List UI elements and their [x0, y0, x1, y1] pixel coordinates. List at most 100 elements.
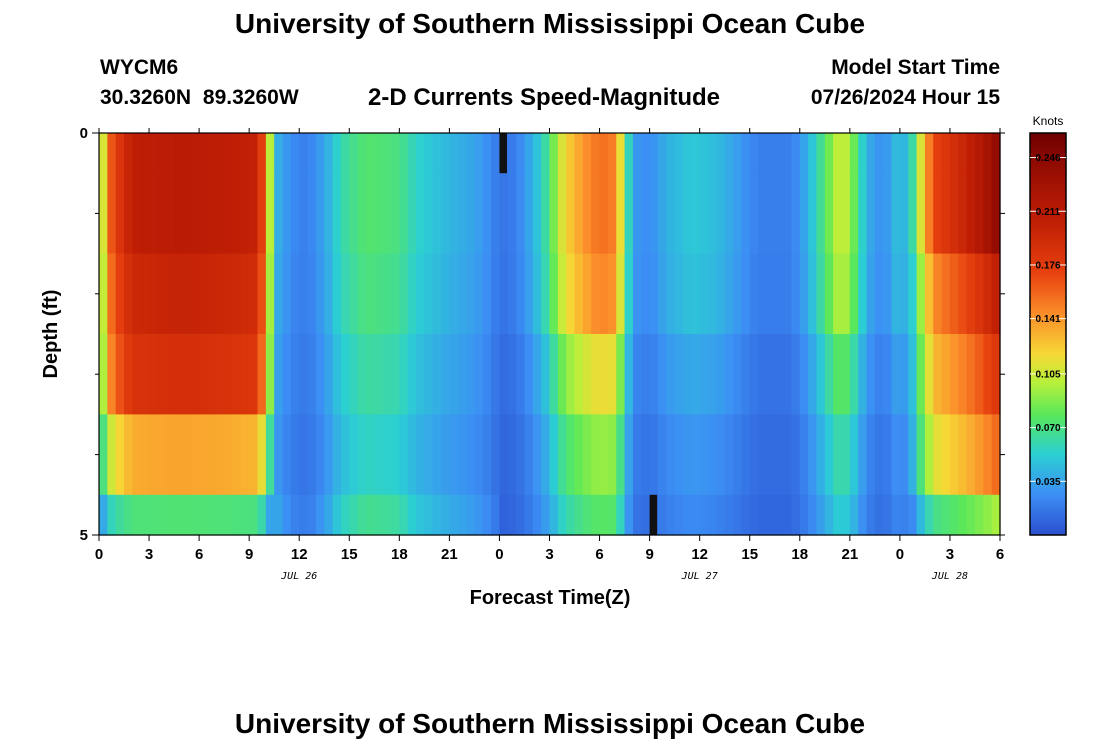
heatmap-cell	[674, 133, 684, 174]
heatmap-cell	[616, 173, 626, 255]
heatmap-cell	[340, 133, 350, 174]
heatmap-cell	[983, 414, 993, 496]
heatmap-cell	[933, 133, 943, 174]
heatmap-cell	[215, 334, 225, 415]
heatmap-cell	[733, 334, 742, 415]
heatmap-cell	[708, 253, 717, 335]
heatmap-cell	[532, 494, 542, 536]
heatmap-cell	[649, 334, 659, 415]
heatmap-cell	[974, 133, 984, 174]
heatmap-cell	[991, 133, 1001, 174]
heatmap-cell	[299, 173, 309, 255]
heatmap-cell	[357, 133, 367, 174]
heatmap-cell	[691, 414, 701, 496]
heatmap-cell	[666, 173, 676, 255]
heatmap-cell	[516, 334, 526, 415]
heatmap-cell	[858, 133, 868, 174]
heatmap-cell	[582, 173, 592, 255]
heatmap-cell	[791, 173, 801, 255]
heatmap-cell	[290, 253, 300, 335]
heatmap-cell	[416, 253, 425, 335]
heatmap-cell	[115, 253, 125, 335]
heatmap-cell	[733, 173, 742, 255]
heatmap-cell	[741, 334, 751, 415]
heatmap-cell	[315, 173, 325, 255]
heatmap-cell	[691, 334, 701, 415]
heatmap-cell	[741, 133, 751, 174]
heatmap-cell	[482, 494, 492, 536]
heatmap-cell	[833, 133, 843, 174]
heatmap-cell	[841, 173, 851, 255]
heatmap-cell	[282, 494, 292, 536]
heatmap-cell	[382, 414, 392, 496]
heatmap-cell	[132, 253, 142, 335]
heatmap-cell	[724, 133, 734, 174]
heatmap-cell	[749, 133, 759, 174]
heatmap-cell	[657, 133, 667, 174]
heatmap-cell	[224, 414, 234, 496]
heatmap-cell	[174, 173, 184, 255]
heatmap-cell	[290, 133, 300, 174]
heatmap-cell	[949, 173, 959, 255]
heatmap-cell	[991, 173, 1001, 255]
heatmap-cell	[390, 133, 400, 174]
heatmap-cell	[324, 334, 334, 415]
heatmap-cell	[382, 173, 392, 255]
heatmap-cell	[607, 494, 617, 536]
heatmap-cell	[207, 173, 217, 255]
heatmap-cell	[340, 334, 350, 415]
heatmap-cell	[616, 133, 626, 174]
x-tick-label: 18	[391, 546, 408, 563]
heatmap-cell	[607, 334, 617, 415]
heatmap-cell	[174, 253, 184, 335]
heatmap-cell	[157, 253, 167, 335]
heatmap-cell	[215, 494, 225, 536]
heatmap-cell	[424, 494, 434, 536]
heatmap-cell	[808, 133, 818, 174]
heatmap-cell	[107, 253, 117, 335]
heatmap-cell	[724, 173, 734, 255]
heatmap-cell	[215, 414, 225, 496]
heatmap-cell	[958, 173, 968, 255]
heatmap-cell	[549, 173, 559, 255]
heatmap-cell	[716, 334, 726, 415]
heatmap-cell	[933, 414, 943, 496]
heatmap-cell	[666, 494, 676, 536]
heatmap-cell	[649, 253, 659, 335]
heatmap-cell	[340, 494, 350, 536]
heatmap-cell	[449, 494, 459, 536]
heatmap-cell	[566, 494, 576, 536]
heatmap-cell	[224, 173, 234, 255]
heatmap-chart: 0 3 6 9 12 15 18 21 0 3 6 9 12 15 18 21 0 3 6 JUL 26 JUL 27 J…	[40, 114, 1067, 609]
heatmap-cell	[674, 253, 684, 335]
heatmap-cell	[858, 253, 868, 335]
heatmap-cell	[274, 133, 284, 174]
heatmap-cell	[382, 253, 392, 335]
heatmap-cell	[883, 494, 893, 536]
heatmap-cell	[140, 253, 150, 335]
heatmap-cell	[474, 494, 484, 536]
heatmap-cell	[165, 133, 175, 174]
heatmap-cell	[783, 173, 793, 255]
heatmap-cell	[524, 494, 534, 536]
heatmap-cell	[682, 133, 692, 174]
heatmap-cell	[691, 133, 701, 174]
heatmap-cell	[949, 494, 959, 536]
heatmap-cell	[190, 334, 200, 415]
x-tick-label: 6	[996, 546, 1004, 563]
heatmap-cell	[215, 133, 225, 174]
heatmap-cell	[165, 494, 175, 536]
heatmap-cell	[482, 173, 492, 255]
heatmap-cell	[449, 334, 459, 415]
heatmap-cell	[340, 173, 350, 255]
heatmap-cell	[149, 414, 158, 496]
heatmap-cell	[132, 334, 142, 415]
y-tick-label: 0	[80, 125, 88, 142]
heatmap-cell	[374, 414, 384, 496]
heatmap-cell	[724, 334, 734, 415]
heatmap-cell	[257, 133, 267, 174]
colorbar-tick-label: 0.035	[1035, 477, 1060, 488]
heatmap-cell	[649, 133, 659, 174]
chart-subtitle: 2-D Currents Speed-Magnitude	[368, 84, 721, 111]
heatmap-cell	[224, 253, 234, 335]
